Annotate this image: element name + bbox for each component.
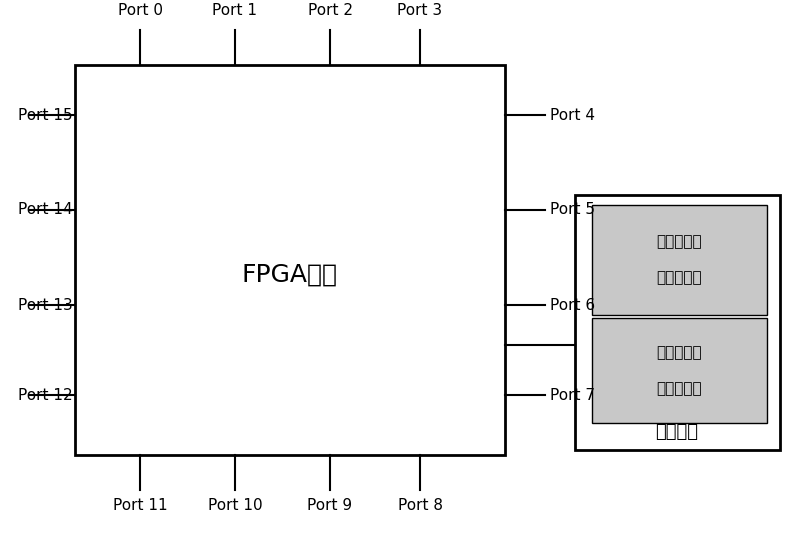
Text: FPGA器件: FPGA器件 [242,263,338,287]
Bar [575,195,780,450]
Text: Port 4: Port 4 [550,107,595,123]
Text: Port 3: Port 3 [398,3,442,18]
Text: Port 14: Port 14 [18,202,73,217]
Text: 配置芯片: 配置芯片 [655,423,698,441]
Text: Port 6: Port 6 [550,298,595,312]
Text: Port 10: Port 10 [208,498,262,513]
Bar [75,65,505,455]
Text: Port 7: Port 7 [550,388,595,403]
Text: 络配置文件: 络配置文件 [657,381,702,396]
Text: Port 2: Port 2 [307,3,353,18]
Text: Port 1: Port 1 [213,3,258,18]
Bar [592,318,767,423]
Text: Port 0: Port 0 [118,3,162,18]
Text: Port 12: Port 12 [18,388,73,403]
Text: Port 11: Port 11 [113,498,167,513]
Text: Port 5: Port 5 [550,202,595,217]
Text: 分布交换网: 分布交换网 [657,345,702,360]
Text: Port 15: Port 15 [18,107,73,123]
Text: Port 13: Port 13 [18,298,73,312]
Text: 集中交换网: 集中交换网 [657,234,702,250]
Bar [592,205,767,315]
Text: 络配置文件: 络配置文件 [657,271,702,285]
Text: Port 8: Port 8 [398,498,442,513]
Text: Port 9: Port 9 [307,498,353,513]
